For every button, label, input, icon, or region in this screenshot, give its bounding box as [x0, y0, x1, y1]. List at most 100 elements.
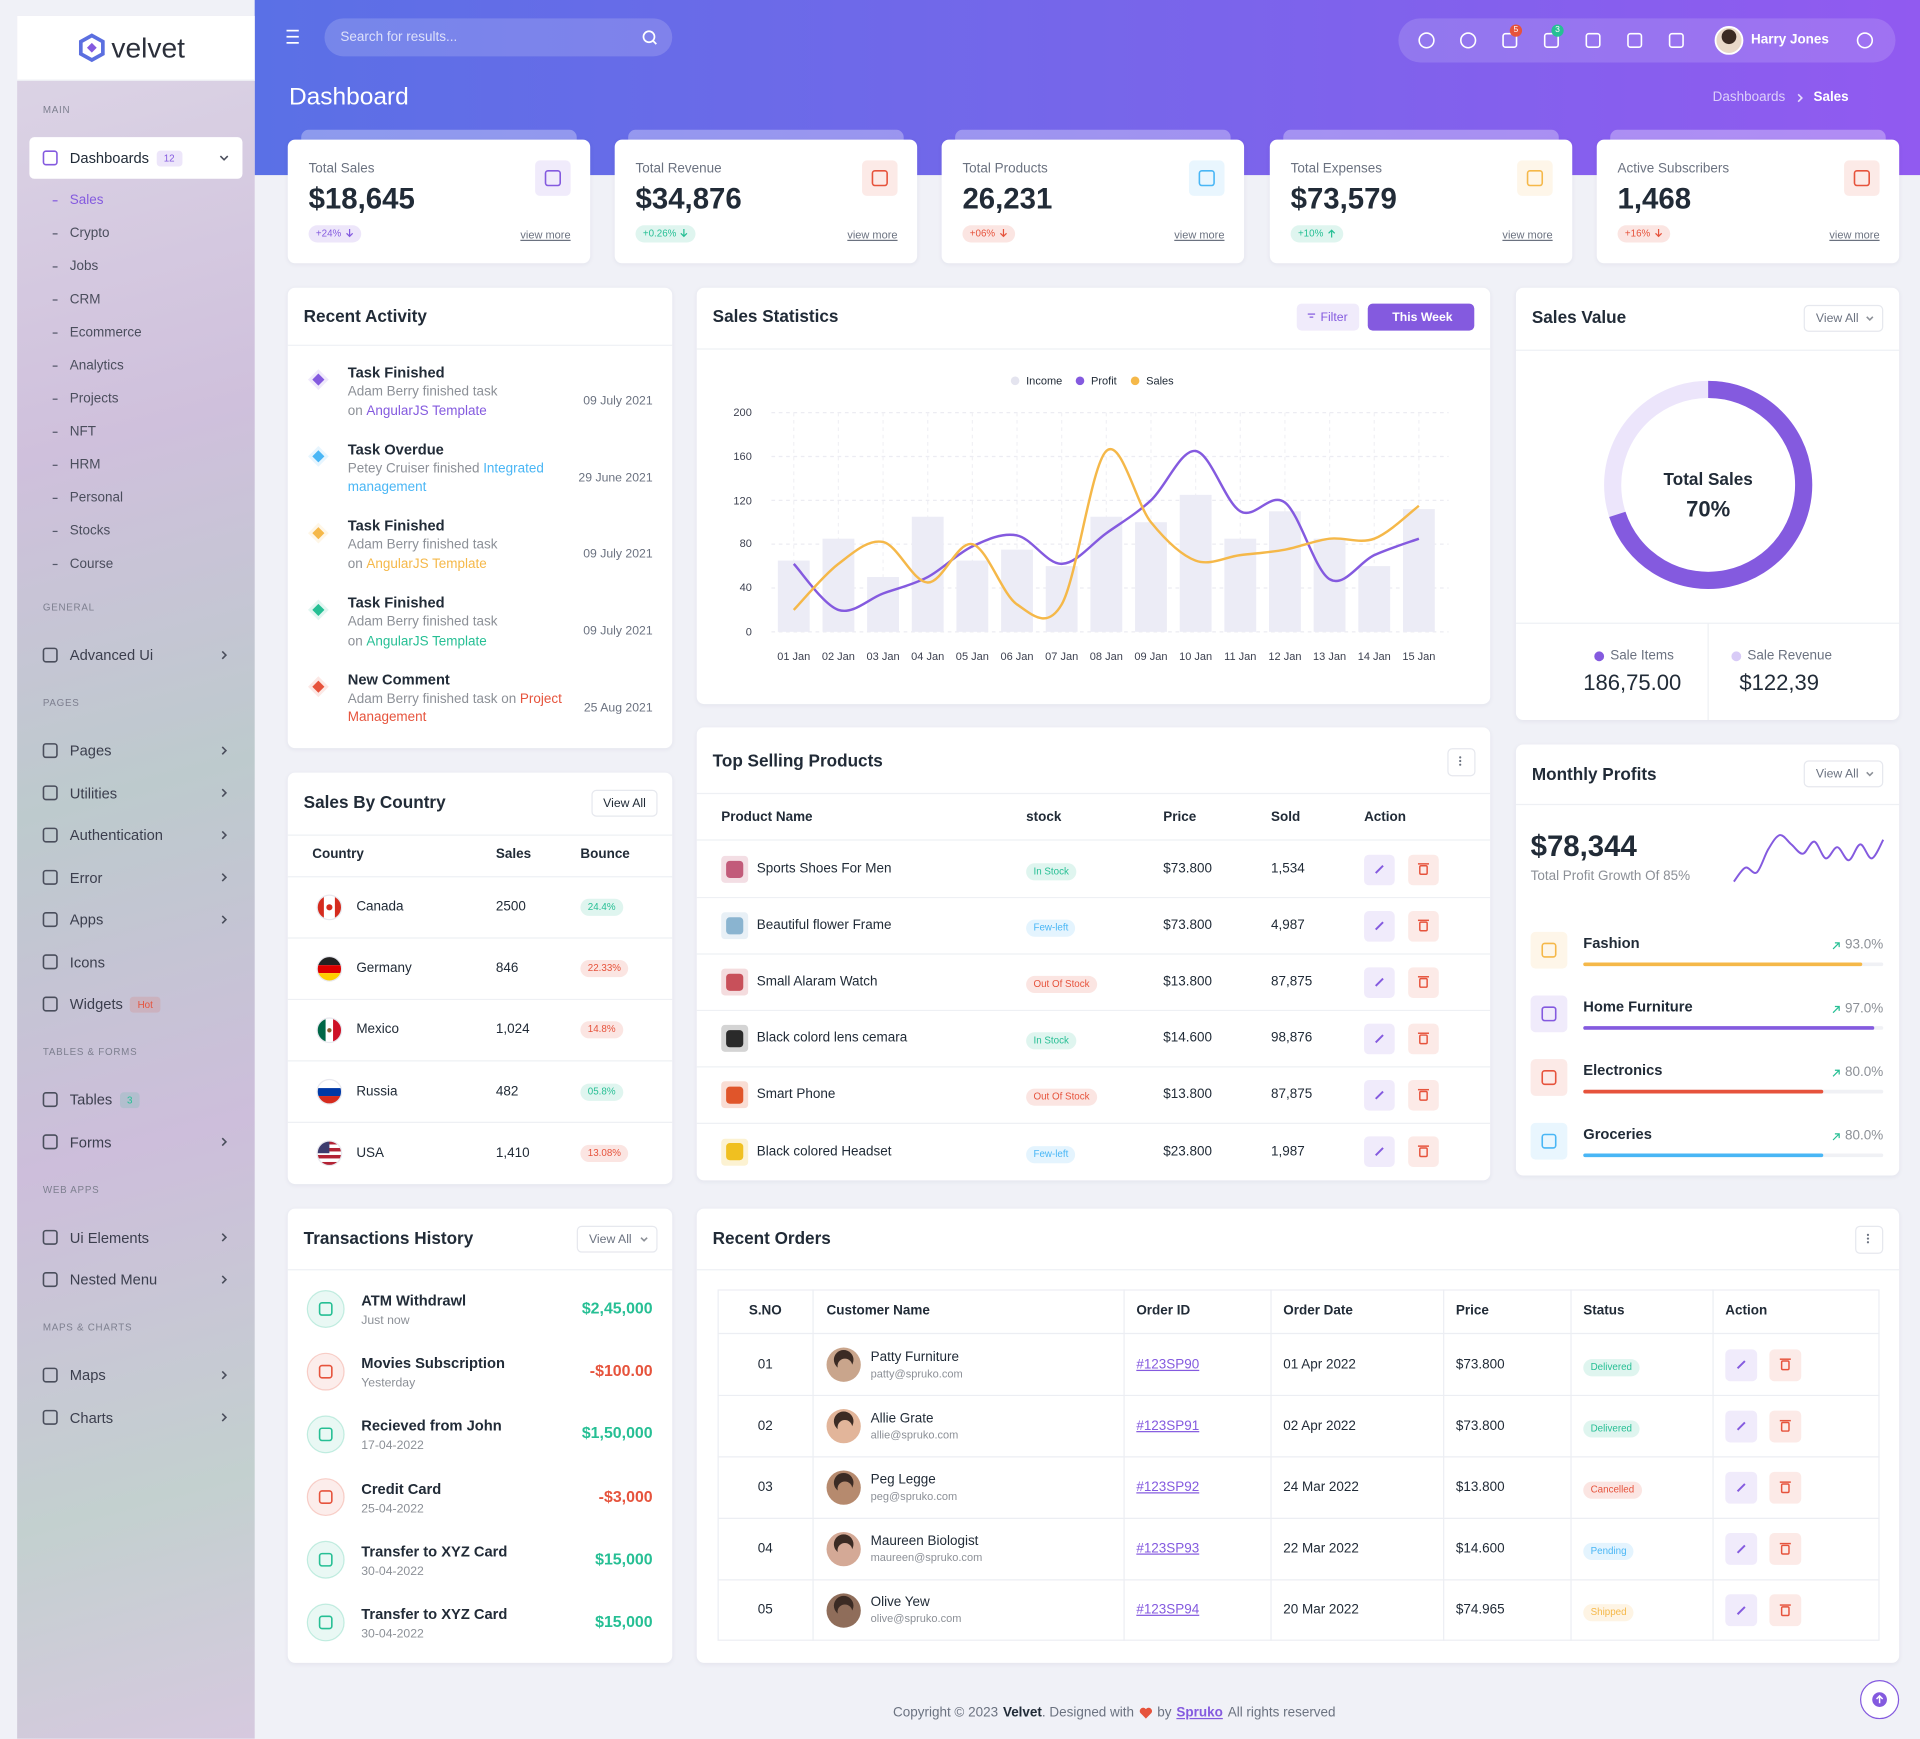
trend-arrow-path — [680, 228, 688, 238]
activity-link[interactable]: AngularJS Template — [366, 403, 487, 419]
activity-text-body: Adam Berry finished task on — [347, 538, 498, 572]
growth-arrow — [1832, 942, 1840, 950]
more-button[interactable] — [1855, 1225, 1884, 1254]
flag-emblem — [327, 1028, 332, 1033]
stat-link[interactable]: view more — [847, 228, 898, 242]
orders-table — [717, 1289, 1880, 1641]
submenu-item[interactable]: HRM — [69, 457, 101, 473]
sidebar-item[interactable]: Charts — [70, 1409, 113, 1426]
sidebar-item[interactable]: Error — [70, 869, 103, 886]
x-tick-label: 04 Jan — [911, 649, 945, 663]
view-all-button[interactable]: View All — [1803, 304, 1884, 332]
filter-button[interactable]: Filter — [1296, 303, 1360, 331]
order-id[interactable]: #123SP94 — [1136, 1602, 1200, 1618]
delete-button[interactable] — [1408, 966, 1439, 998]
search-box[interactable] — [324, 18, 673, 57]
delete-button[interactable] — [1769, 1348, 1802, 1381]
stat-link[interactable]: view more — [1174, 228, 1225, 242]
submenu-item[interactable]: Personal — [69, 490, 123, 506]
sidebar-item-label: Widgets — [69, 995, 123, 1013]
submenu-item[interactable]: Jobs — [69, 259, 99, 274]
delete-button[interactable] — [1408, 910, 1439, 942]
user-name[interactable]: Harry Jones — [1751, 32, 1829, 48]
submenu-item[interactable]: CRM — [69, 292, 101, 307]
sidebar-item[interactable]: Tables 3 — [70, 1091, 140, 1108]
delete-button[interactable] — [1769, 1533, 1802, 1566]
category-icon-box — [1530, 1122, 1568, 1160]
sidebar-item[interactable]: Authentication — [70, 827, 163, 844]
submenu-item[interactable]: NFT — [69, 424, 96, 440]
sidebar-item[interactable]: Advanced Ui — [70, 647, 153, 664]
view-all-button[interactable]: View All — [1803, 760, 1884, 788]
sidebar-item[interactable]: Pages — [70, 742, 112, 759]
delete-button[interactable] — [1769, 1410, 1802, 1443]
delete-button[interactable] — [1769, 1471, 1802, 1504]
transaction-icon-bg — [306, 1290, 345, 1328]
activity-link[interactable]: AngularJS Template — [366, 557, 487, 572]
chevron-right — [221, 915, 228, 924]
customer-email: maureen@spruko.com — [870, 1551, 983, 1564]
activity-title: Task Finished — [347, 363, 445, 381]
stat-link[interactable]: view more — [520, 228, 571, 242]
activity-link[interactable]: Project Management — [347, 691, 562, 726]
sidebar-item[interactable]: Forms — [70, 1133, 112, 1150]
customer-email: olive@spruko.com — [870, 1612, 962, 1626]
footer-company[interactable]: Spruko — [1176, 1705, 1223, 1721]
delete-button[interactable] — [1408, 1136, 1439, 1167]
sidebar-item[interactable]: Icons — [70, 953, 105, 970]
submenu-item[interactable]: Analytics — [69, 358, 124, 374]
activity-text-body: Adam Berry finished task on — [347, 384, 498, 419]
sidebar-item[interactable]: Ui Elements — [70, 1229, 149, 1246]
sidebar-item[interactable]: Utilities — [70, 784, 117, 801]
icon — [42, 827, 58, 843]
activity-link[interactable]: AngularJS Template — [366, 633, 487, 649]
transaction-icon-bg — [306, 1478, 345, 1517]
chevron-right — [221, 650, 228, 660]
sales-statistics-title: Sales Statistics — [712, 306, 839, 326]
sidebar-item[interactable]: Widgets Hot — [69, 995, 161, 1013]
view-all-button[interactable]: View All — [576, 1225, 658, 1253]
table-header: Order Date — [1283, 1303, 1353, 1319]
order-id[interactable]: #123SP91 — [1136, 1418, 1200, 1434]
sidebar-item[interactable]: Nested Menu — [70, 1271, 157, 1288]
delete-button[interactable] — [1408, 854, 1439, 885]
order-id[interactable]: #123SP93 — [1136, 1541, 1200, 1557]
header-badge-count: 5 — [1513, 25, 1519, 35]
sidebar-section-title: PAGES — [42, 697, 80, 709]
submenu-item[interactable]: Stocks — [69, 523, 111, 539]
view-all-button[interactable]: View All — [591, 789, 658, 817]
x-tick-label: 14 Jan — [1357, 649, 1391, 663]
trend-arrow-path — [999, 228, 1007, 238]
breadcrumb-item[interactable]: Dashboards — [1712, 90, 1786, 105]
sidebar-item[interactable]: Dashboards 12 — [70, 149, 182, 167]
trash-icon — [1780, 1544, 1790, 1555]
delete-button[interactable] — [1408, 1079, 1439, 1111]
breadcrumb-current: Sales — [1813, 90, 1849, 105]
period-button[interactable]: This Week — [1367, 303, 1475, 331]
submenu-item[interactable]: Ecommerce — [69, 325, 142, 341]
submenu-item[interactable]: Sales — [69, 193, 104, 208]
footer-brand: Velvet — [1002, 1705, 1042, 1721]
submenu-item[interactable]: Crypto — [69, 226, 110, 241]
transaction-amount: $15,000 — [595, 1612, 653, 1631]
more-button[interactable] — [1447, 748, 1476, 777]
order-id[interactable]: #123SP90 — [1136, 1356, 1200, 1372]
category-icon-box — [1530, 995, 1568, 1033]
order-id[interactable]: #123SP92 — [1136, 1479, 1200, 1495]
submenu-item[interactable]: Projects — [69, 391, 119, 407]
footer: Copyright © 2023 Velvet. Designed with by S… — [893, 1706, 1336, 1721]
activity-text-body: Adam Berry finished task on — [347, 691, 517, 707]
legend-label: Income — [1026, 374, 1063, 387]
stat-link[interactable]: view more — [1829, 228, 1880, 242]
stat-label: Total Revenue — [635, 161, 722, 176]
legend-label: Profit — [1091, 374, 1117, 387]
delete-button[interactable] — [1769, 1594, 1802, 1627]
activity-link[interactable]: Integrated management — [347, 461, 544, 495]
delete-button[interactable] — [1408, 1023, 1439, 1055]
sidebar-item[interactable]: Maps — [70, 1367, 106, 1384]
stat-dot — [1731, 651, 1742, 662]
flag-border — [316, 955, 343, 982]
sidebar-item[interactable]: Apps — [70, 911, 104, 928]
stat-link[interactable]: view more — [1502, 228, 1553, 242]
submenu-item[interactable]: Course — [69, 556, 114, 572]
